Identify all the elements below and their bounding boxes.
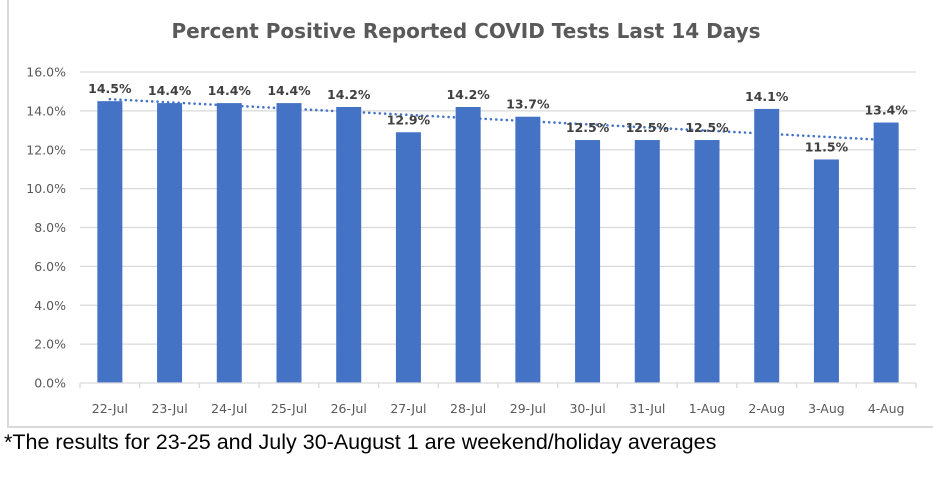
data-label: 14.1% [745, 89, 789, 104]
chart-title: Percent Positive Reported COVID Tests La… [171, 19, 760, 43]
bar [455, 106, 481, 384]
x-tick-label: 27-Jul [390, 401, 426, 416]
bar [634, 140, 660, 383]
x-tick-label: 4-Aug [868, 401, 905, 416]
y-axis: 0.0% 2.0% 4.0% 6.0% 8.0% 10.0% 12.0% 14.0% 16.0% [26, 65, 66, 391]
data-label: 14.4% [267, 83, 311, 98]
y-tick-label: 12.0% [26, 142, 66, 157]
x-tick-label: 30-Jul [569, 401, 605, 416]
data-label: 14.4% [148, 83, 192, 98]
x-tick-label: 3-Aug [808, 401, 845, 416]
data-label: 14.4% [208, 83, 252, 98]
trendline [108, 97, 888, 142]
data-label: 12.5% [626, 120, 670, 135]
y-tick-label: 4.0% [34, 298, 66, 313]
bar [276, 103, 302, 383]
bar [97, 101, 123, 383]
x-tick-label: 24-Jul [211, 401, 247, 416]
x-tick-label: 1-Aug [689, 401, 726, 416]
bar [395, 132, 421, 383]
data-label: 12.9% [387, 112, 431, 127]
y-tick-label: 10.0% [26, 181, 66, 196]
bar [336, 106, 362, 384]
bar [216, 103, 242, 383]
chart-frame [7, 0, 933, 428]
x-tick-label: 28-Jul [450, 401, 486, 416]
bar [813, 159, 839, 383]
data-labels: 14.5% 14.4% 14.4% 14.4% 14.2% 12.9% 14.2% 13.7%… [88, 81, 908, 154]
y-tick-label: 8.0% [34, 220, 66, 235]
data-label: 13.4% [864, 103, 908, 118]
x-tick-label: 2-Aug [748, 401, 785, 416]
data-label: 13.7% [506, 97, 550, 112]
x-tick-label: 23-Jul [151, 401, 187, 416]
footnote: *The results for 23-25 and July 30-Augus… [4, 430, 717, 454]
x-tick-label: 26-Jul [331, 401, 367, 416]
x-tick-label: 29-Jul [510, 401, 546, 416]
y-tick-label: 14.0% [26, 103, 66, 118]
data-label: 14.2% [446, 87, 490, 102]
bars [97, 101, 899, 384]
x-tick-label: 22-Jul [92, 401, 128, 416]
bar [575, 140, 601, 383]
y-tick-label: 2.0% [34, 337, 66, 352]
chart: Percent Positive Reported COVID Tests La… [26, 19, 917, 416]
y-tick-label: 0.0% [34, 376, 66, 391]
bar [515, 116, 541, 384]
bar [754, 108, 780, 384]
data-label: 14.2% [327, 87, 371, 102]
data-label: 12.5% [685, 120, 729, 135]
data-label: 14.5% [88, 81, 132, 96]
x-axis: 22-Jul 23-Jul 24-Jul 25-Jul 26-Jul 27-Jul 28-J… [79, 382, 917, 416]
data-label: 11.5% [805, 139, 849, 154]
gridlines [80, 71, 916, 345]
y-tick-label: 6.0% [34, 259, 66, 274]
x-tick-label: 25-Jul [271, 401, 307, 416]
x-tick-label: 31-Jul [629, 401, 665, 416]
trendline-group [108, 97, 888, 142]
bar [694, 140, 720, 383]
y-tick-label: 16.0% [26, 65, 66, 80]
data-label: 12.5% [566, 120, 610, 135]
bar [873, 122, 899, 383]
bar [157, 103, 183, 383]
